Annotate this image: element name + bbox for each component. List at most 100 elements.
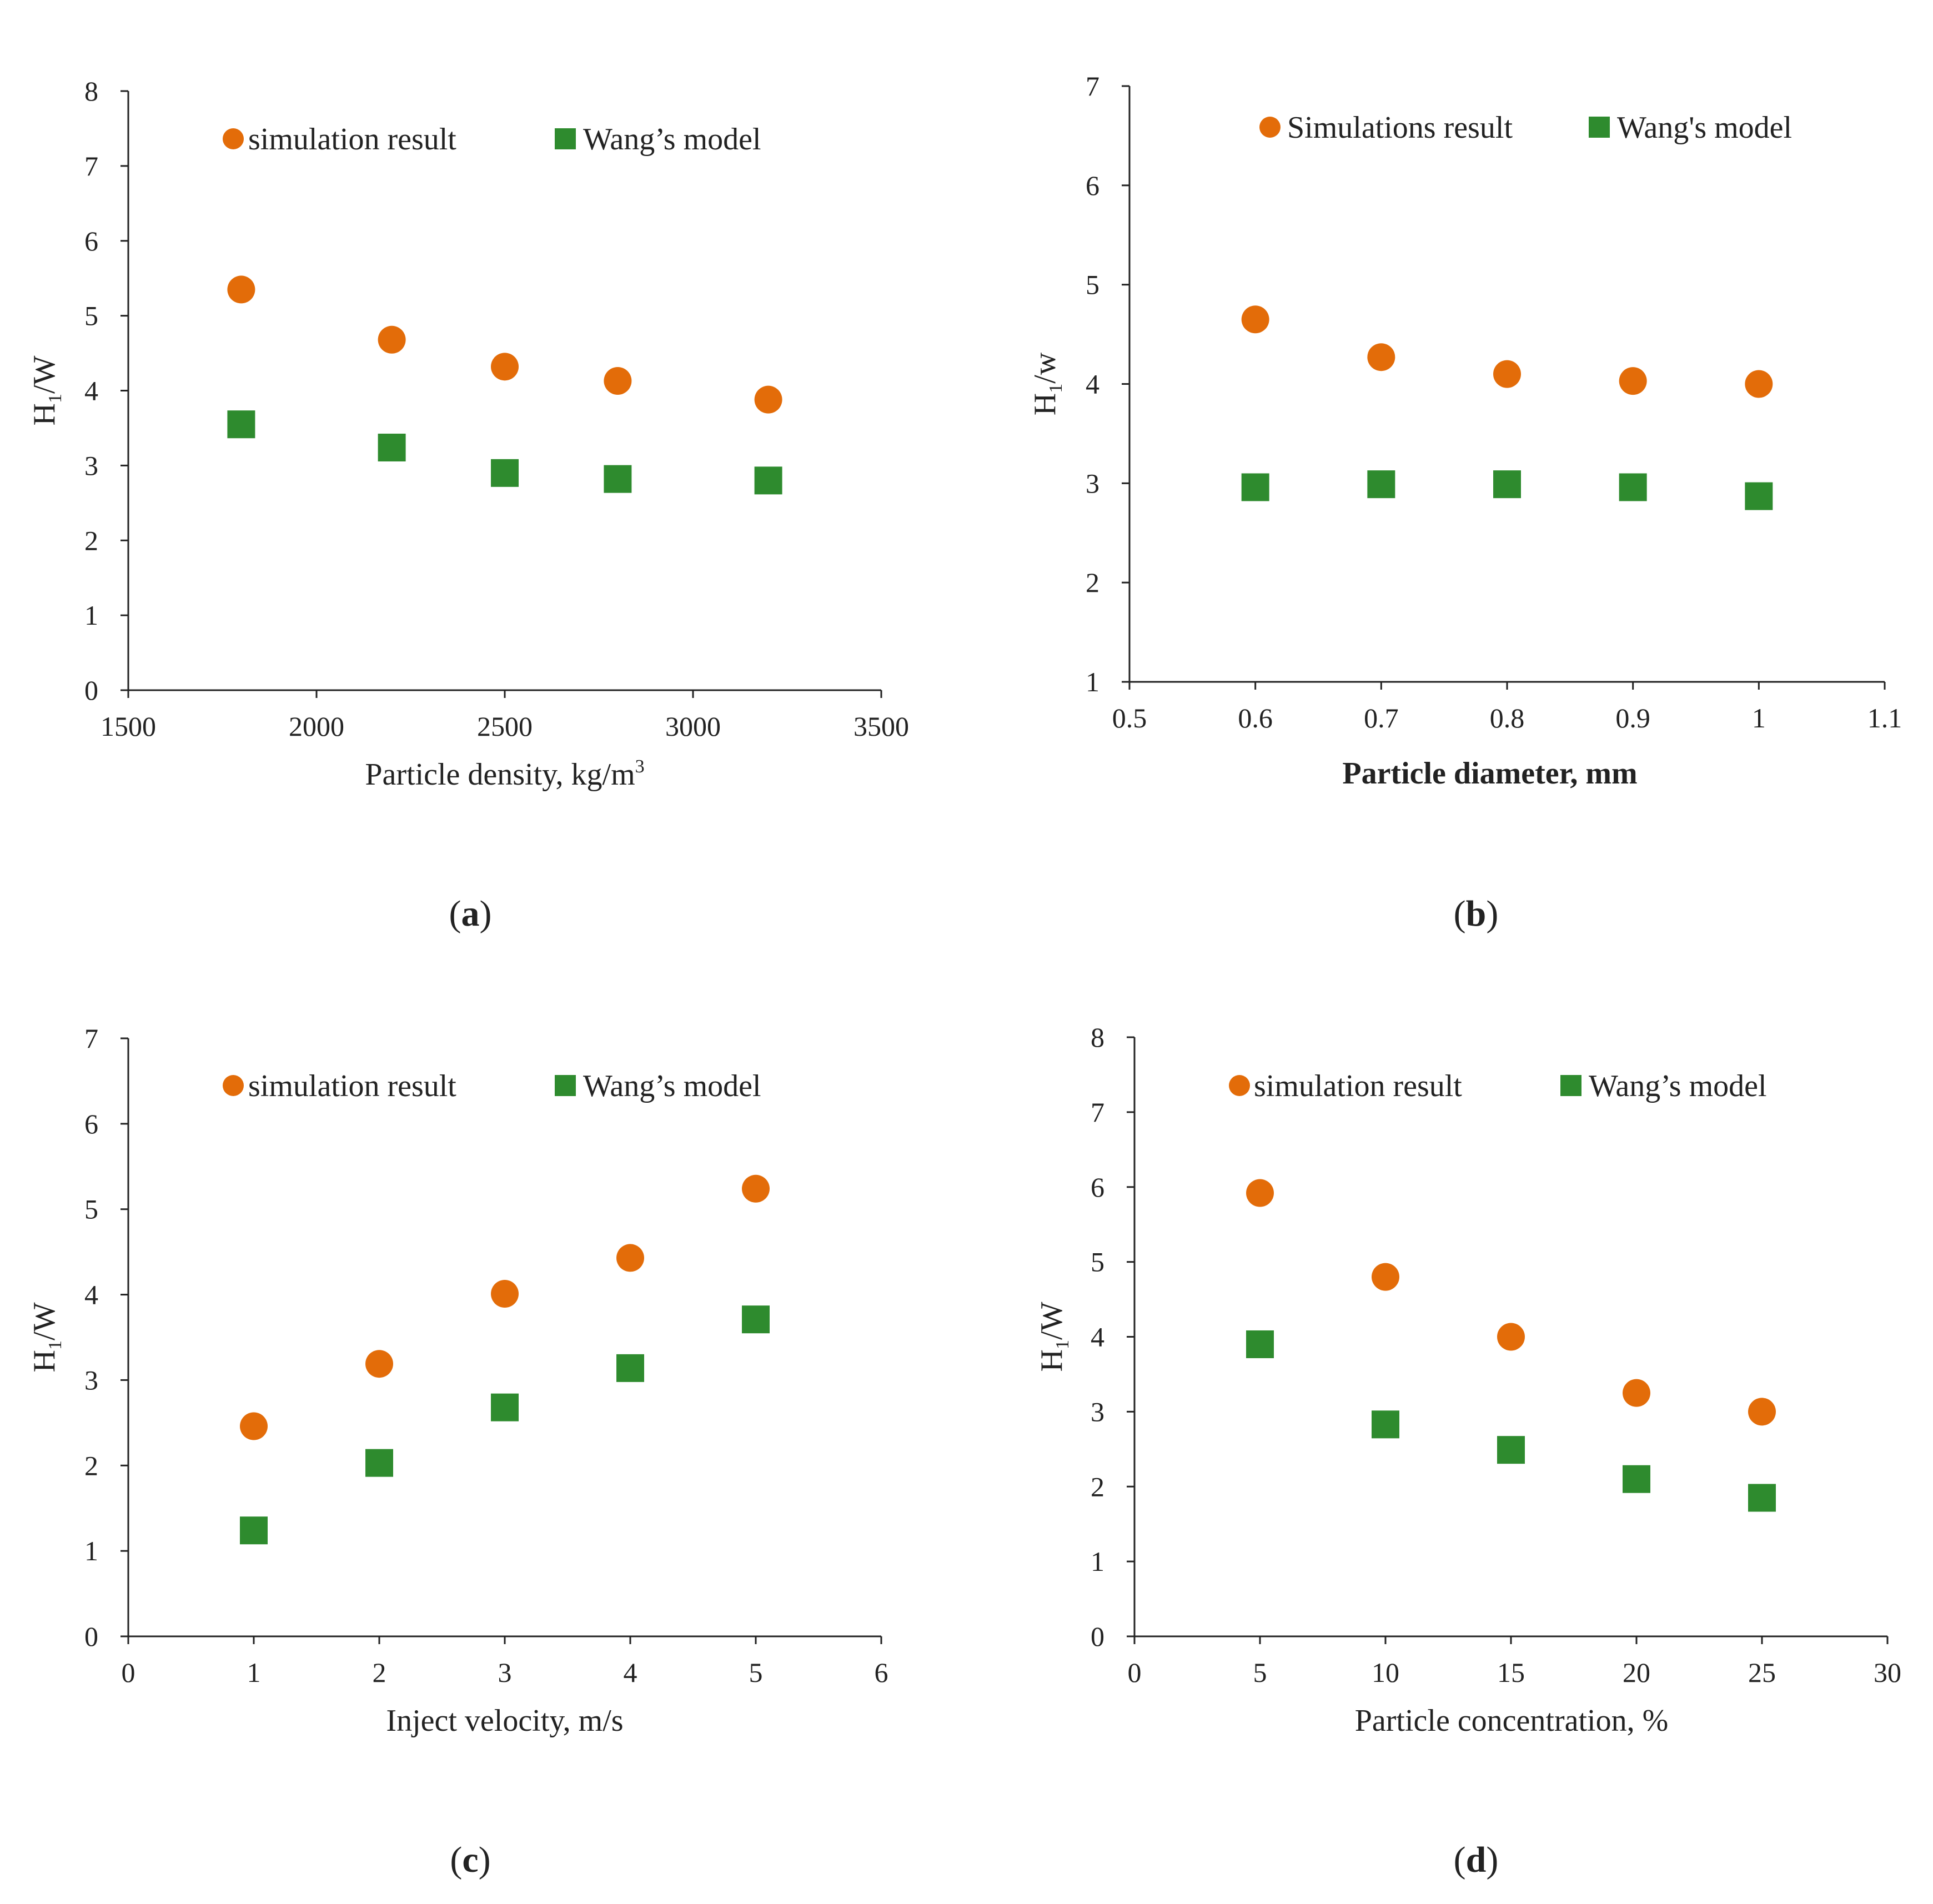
x-tick-label: 5 <box>1253 1657 1267 1688</box>
y-axis-title: H1/W <box>27 1302 66 1372</box>
data-point-simulation <box>491 1280 519 1308</box>
legend-model-label: Wang's model <box>1617 110 1792 145</box>
y-tick-label: 2 <box>84 525 98 556</box>
data-point-model <box>1748 1484 1776 1512</box>
legend-model-label: Wang’s model <box>583 122 761 157</box>
legend-simulation-marker <box>1229 1075 1250 1096</box>
y-tick-label: 1 <box>84 600 98 631</box>
x-tick-label: 0.7 <box>1364 702 1399 734</box>
data-point-simulation <box>604 366 632 395</box>
data-point-model <box>240 1516 268 1545</box>
legend-simulation-marker <box>1259 117 1281 138</box>
x-tick-label: 3000 <box>665 711 721 742</box>
data-point-model <box>365 1449 393 1477</box>
legend-model-marker <box>555 128 576 149</box>
data-point-simulation <box>365 1350 393 1378</box>
legend-simulation-label: simulation result <box>248 122 456 157</box>
x-tick-label: 0.5 <box>1112 702 1147 734</box>
legend-model-marker <box>1589 117 1610 138</box>
data-point-model <box>1372 1410 1399 1439</box>
legend-model-marker <box>555 1075 576 1096</box>
y-tick-label: 4 <box>84 1279 98 1310</box>
data-point-simulation <box>227 275 255 304</box>
y-tick-label: 5 <box>84 1194 98 1225</box>
x-tick-label: 6 <box>875 1657 888 1688</box>
data-point-model <box>1493 470 1521 499</box>
x-axis-title: Particle density, kg/m3 <box>365 756 644 792</box>
data-point-model <box>227 410 255 439</box>
x-tick-label: 4 <box>624 1657 637 1688</box>
data-point-simulation <box>742 1174 770 1203</box>
data-point-model <box>378 434 406 462</box>
data-point-model <box>604 465 632 493</box>
y-tick-label: 2 <box>1091 1471 1104 1502</box>
y-axis-title: H1/W <box>27 355 66 425</box>
panel-caption: (d) <box>1454 1840 1499 1880</box>
legend-model-marker <box>1560 1075 1581 1096</box>
x-tick-label: 0.9 <box>1615 702 1650 734</box>
y-tick-label: 7 <box>84 1023 98 1054</box>
y-tick-label: 0 <box>1091 1621 1104 1652</box>
y-tick-label: 6 <box>84 1108 98 1139</box>
data-point-simulation <box>616 1244 644 1272</box>
data-point-simulation <box>240 1412 268 1440</box>
x-tick-label: 10 <box>1372 1657 1399 1688</box>
y-tick-label: 8 <box>1091 1022 1104 1053</box>
data-point-model <box>1241 473 1269 501</box>
y-tick-label: 4 <box>1086 369 1099 400</box>
data-point-model <box>1619 473 1647 501</box>
y-tick-label: 6 <box>84 225 98 257</box>
x-tick-label: 2000 <box>289 711 344 742</box>
y-tick-label: 1 <box>84 1535 98 1566</box>
x-axis-title: Particle diameter, mm <box>1342 756 1637 791</box>
data-point-simulation <box>1745 370 1773 398</box>
legend-simulation-label: Simulations result <box>1287 110 1513 145</box>
x-tick-label: 1500 <box>101 711 156 742</box>
data-point-model <box>754 466 782 495</box>
legend-simulation-label: simulation result <box>248 1069 456 1103</box>
y-tick-label: 1 <box>1091 1546 1104 1577</box>
data-point-simulation <box>1372 1263 1399 1291</box>
x-tick-label: 1.1 <box>1867 702 1902 734</box>
data-point-model <box>1246 1330 1274 1358</box>
panel-caption: (a) <box>449 893 492 934</box>
x-axis-title: Particle concentration, % <box>1355 1704 1668 1738</box>
y-tick-label: 6 <box>1091 1172 1104 1203</box>
y-tick-label: 7 <box>84 150 98 182</box>
legend-model-label: Wang’s model <box>1589 1069 1767 1103</box>
x-tick-label: 30 <box>1874 1657 1901 1688</box>
x-tick-label: 0 <box>122 1657 135 1688</box>
y-tick-label: 8 <box>84 76 98 107</box>
x-axis-title: Inject velocity, m/s <box>386 1704 623 1738</box>
x-tick-label: 0 <box>1128 1657 1142 1688</box>
y-tick-label: 0 <box>84 1621 98 1652</box>
y-tick-label: 7 <box>1091 1097 1104 1128</box>
data-point-model <box>491 459 519 487</box>
x-tick-label: 20 <box>1623 1657 1650 1688</box>
y-tick-label: 4 <box>1091 1322 1104 1353</box>
data-point-simulation <box>1623 1379 1650 1407</box>
y-tick-label: 7 <box>1086 71 1099 102</box>
legend-simulation-marker <box>223 1075 244 1096</box>
x-tick-label: 0.6 <box>1238 702 1273 734</box>
y-axis-title: H1/w <box>1028 352 1066 415</box>
data-point-simulation <box>1619 367 1647 395</box>
data-point-simulation <box>1497 1323 1525 1351</box>
chart-panel-c: 0 1 2 3 4 5 6 0 1 2 3 4 5 6 7 Inject velocity, m/s H1/W s… <box>27 1023 888 1880</box>
x-tick-label: 1 <box>247 1657 261 1688</box>
y-axis-title: H1/W <box>1035 1302 1073 1372</box>
x-tick-label: 2500 <box>477 711 533 742</box>
data-point-simulation <box>1241 305 1269 334</box>
x-tick-label: 5 <box>749 1657 763 1688</box>
y-tick-label: 4 <box>84 375 98 406</box>
data-point-model <box>616 1354 644 1382</box>
data-point-simulation <box>378 325 406 354</box>
y-tick-label: 5 <box>84 300 98 331</box>
data-point-simulation <box>754 385 782 414</box>
y-tick-label: 3 <box>84 450 98 481</box>
data-point-model <box>1745 482 1773 510</box>
y-tick-label: 5 <box>1086 269 1099 300</box>
data-point-simulation <box>1367 343 1395 371</box>
legend-simulation-label: simulation result <box>1254 1069 1462 1103</box>
